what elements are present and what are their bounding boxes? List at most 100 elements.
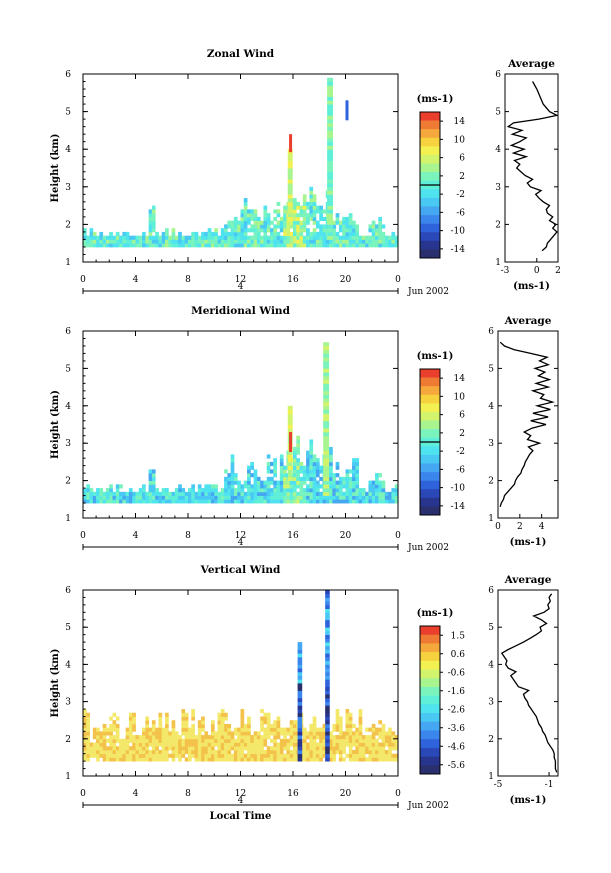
heatmap-cell [128, 723, 133, 729]
heatmap-cell [165, 742, 169, 747]
heatmap-cell [266, 746, 271, 751]
heatmap-cell [319, 476, 323, 481]
heatmap-cell [352, 243, 356, 248]
heatmap-cell [253, 484, 258, 489]
heatmap-cell [115, 243, 120, 248]
heatmap-cell [210, 239, 215, 244]
colorbar-swatch [420, 721, 440, 731]
y-tick-label: 2 [65, 220, 71, 230]
heatmap-cell [86, 243, 90, 248]
heatmap-cell [112, 753, 117, 758]
heatmap-cell [309, 446, 314, 452]
heatmap-cell [338, 224, 343, 229]
heatmap-cell [148, 480, 153, 485]
heatmap-cell [188, 757, 192, 762]
heatmap-cell [332, 228, 337, 233]
heatmap-cell [184, 757, 189, 762]
heatmap-cell [145, 243, 150, 248]
heatmap-cell [283, 476, 287, 481]
heatmap-cell [312, 458, 317, 463]
heatmap-cell [355, 749, 360, 755]
heatmap-cell [327, 171, 334, 176]
heatmap-cell [227, 723, 232, 729]
heatmap-cell [178, 742, 182, 747]
heatmap-cell [325, 690, 330, 695]
heatmap-cell [158, 720, 163, 725]
heatmap-cell [155, 231, 159, 237]
heatmap-cell [329, 731, 333, 736]
colorbar-label: -10 [451, 227, 466, 237]
heatmap-cell [184, 742, 189, 747]
heatmap-cell [260, 709, 264, 714]
heatmap-cell [89, 742, 94, 747]
heatmap-cell [394, 499, 399, 504]
heatmap-cell [204, 231, 209, 237]
heatmap-cell [263, 205, 268, 210]
heatmap-cell [327, 209, 334, 214]
heatmap-cell [168, 738, 172, 743]
heatmap-cell [319, 727, 323, 732]
heatmap-cell [220, 757, 225, 762]
colorbar-swatch [420, 377, 440, 387]
heatmap-cell [345, 712, 350, 717]
heatmap-cell [315, 458, 320, 463]
heatmap-cell [109, 731, 113, 736]
colorbar-swatch [420, 695, 440, 705]
heatmap-cell [237, 753, 241, 758]
heatmap-cell [283, 220, 287, 225]
heatmap-cell [312, 201, 317, 206]
heatmap-cell [327, 205, 334, 210]
heatmap-cell [335, 213, 340, 218]
heatmap-cell [322, 231, 327, 237]
heatmap-cell [266, 753, 271, 758]
heatmap-cell [325, 656, 330, 662]
heatmap-cell [250, 735, 255, 740]
heatmap-cell [378, 495, 382, 500]
heatmap-cell [315, 465, 320, 470]
heatmap-cell [145, 731, 150, 736]
heatmap-cell [181, 239, 186, 244]
heatmap-cell [270, 243, 274, 248]
heatmap-cell [247, 720, 251, 725]
heatmap-cell [270, 731, 274, 736]
heatmap-cell [86, 716, 90, 721]
colorbar-label: 10 [454, 135, 466, 145]
heatmap-cell [115, 499, 120, 504]
heatmap-cell [338, 753, 343, 758]
heatmap-cell [309, 450, 314, 455]
heatmap-cell [260, 735, 264, 740]
heatmap-cell [224, 228, 228, 233]
heatmap-cell [335, 473, 340, 478]
heatmap-cell [325, 608, 330, 613]
heatmap-cell [323, 360, 330, 366]
heatmap-cell [309, 239, 314, 244]
heatmap-cell [309, 738, 314, 743]
heatmap-cell [181, 727, 186, 732]
heatmap-cell [102, 723, 107, 729]
heatmap-cell [323, 446, 330, 452]
heatmap-cell [115, 738, 120, 743]
heatmap-cell [155, 731, 159, 736]
average-x-tick-label: -5 [494, 780, 503, 790]
heatmap-cell [155, 749, 159, 755]
heatmap-cell [220, 228, 225, 233]
heatmap-cell [338, 491, 343, 496]
colorbar-swatch [420, 756, 440, 766]
heatmap-cell [207, 757, 212, 762]
heatmap-cell [243, 484, 248, 489]
heatmap-cell [230, 224, 235, 229]
heatmap-cell [289, 239, 294, 244]
average-y-tick-label: 2 [495, 220, 501, 230]
heatmap-cell [327, 100, 334, 105]
x-tick-label: 20 [340, 789, 352, 799]
heatmap-cell [335, 723, 340, 729]
heatmap-cell [263, 491, 268, 496]
heatmap-cell [289, 231, 294, 237]
heatmap-cell [322, 499, 327, 504]
heatmap-cell [323, 405, 330, 410]
heatmap-cell [191, 738, 195, 743]
heatmap-cell [312, 454, 317, 459]
heatmap-cell [86, 742, 90, 747]
heatmap-cell [207, 235, 212, 240]
heatmap-cell [247, 465, 251, 470]
